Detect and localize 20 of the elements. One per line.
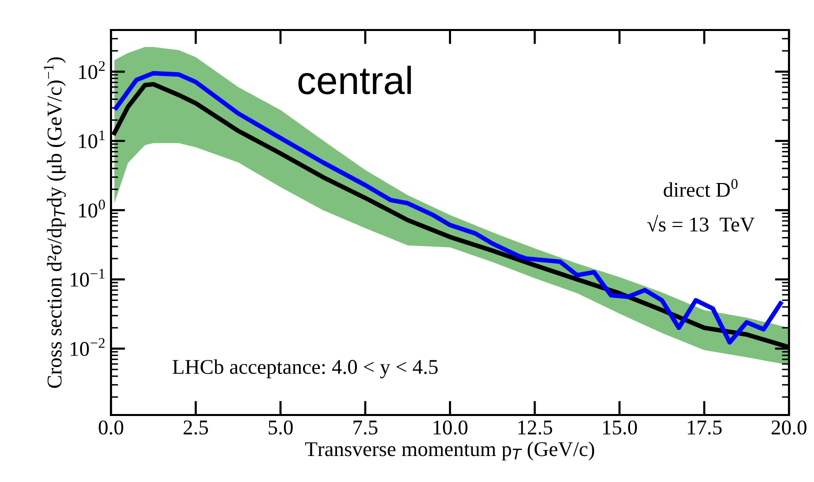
annotation: √s = 13 TeV	[647, 214, 755, 232]
x-tick-label: 17.5	[688, 420, 722, 435]
x-tick-label: 15.0	[603, 420, 637, 435]
y-tick-label: 10$^{1}$	[79, 130, 105, 148]
x-tick-label: 10.0	[434, 420, 468, 435]
x-tick-label: 12.5	[518, 420, 552, 435]
annotation: direct D$^{0}$	[664, 179, 738, 197]
annotation: LHCb acceptance: 4.0 < y < 4.5	[172, 359, 438, 378]
annotation: central	[298, 66, 411, 94]
y-tick-label: 10$^{−2}$	[70, 338, 105, 356]
y-axis-title: Cross section d²σ/dp$_{T}$dy (μb (GeV/c)$^{−1}$)	[44, 57, 66, 388]
x-tick-label: 7.5	[354, 420, 378, 435]
x-tick-label: 2.5	[184, 420, 208, 435]
x-axis-title: Transverse momentum p$_{T}$ (GeV/c)	[305, 442, 594, 460]
x-tick-label: 20.0	[772, 420, 806, 435]
x-tick-label: 0.0	[98, 420, 124, 435]
y-tick-label: 10$^{−1}$	[70, 268, 105, 287]
y-tick-label: 10$^{2}$	[79, 61, 105, 80]
x-tick-label: 5.0	[268, 420, 293, 435]
y-tick-label: 10$^{0}$	[79, 200, 105, 218]
